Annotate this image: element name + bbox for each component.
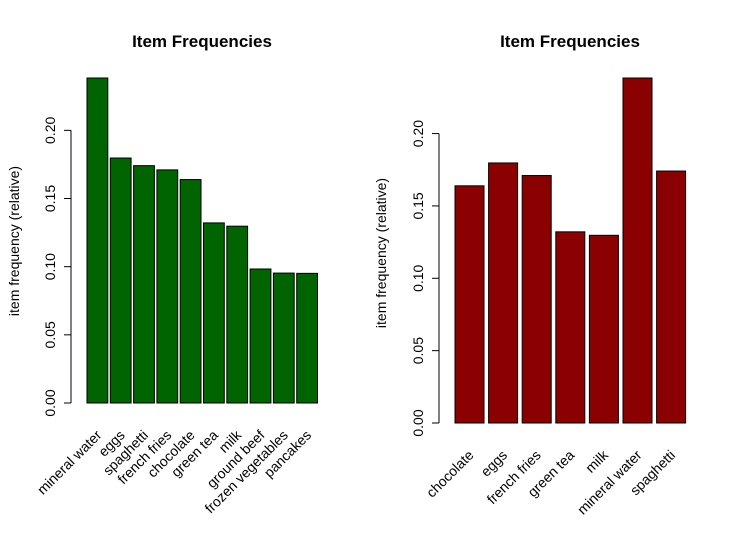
left-chart-y-tick-label: 0.05 — [42, 321, 58, 348]
left-chart-bar — [249, 268, 272, 404]
right-chart-y-tick-label: 0.15 — [410, 192, 426, 219]
left-chart-bar — [86, 77, 109, 404]
right-chart-bar — [588, 234, 619, 424]
right-chart-panel: Item Frequencies item frequency (relativ… — [373, 32, 687, 518]
left-chart-bar — [133, 165, 155, 404]
right-chart-bar — [488, 162, 519, 424]
left-chart-y-tick-label: 0.00 — [42, 389, 58, 416]
right-chart-bar — [622, 77, 653, 424]
left-chart-y-tick-label: 0.20 — [42, 117, 58, 144]
left-chart-bar — [226, 225, 249, 404]
left-chart-category-label: mineral water — [34, 427, 105, 498]
left-chart-bar — [203, 222, 225, 404]
left-chart-y-tick-label: 0.10 — [42, 253, 58, 280]
left-chart-bar — [109, 157, 132, 404]
right-chart-y-tick-label: 0.05 — [410, 337, 426, 364]
left-chart-y-axis-label: item frequency (relative) — [6, 166, 22, 316]
left-chart-panel: Item Frequencies item frequency (relativ… — [6, 32, 319, 516]
right-chart-y-tick-label: 0.10 — [410, 264, 426, 291]
left-chart-bar — [272, 272, 295, 404]
left-chart-title: Item Frequencies — [132, 32, 272, 51]
right-chart-y-axis-label: item frequency (relative) — [373, 178, 389, 328]
right-chart-y-tick-label: 0.20 — [410, 120, 426, 147]
right-chart-bar — [454, 185, 485, 424]
right-chart-bar — [656, 170, 687, 424]
left-chart-y-tick-label: 0.15 — [42, 185, 58, 212]
right-chart-title: Item Frequencies — [500, 32, 640, 51]
right-chart-y-tick-label: 0.00 — [410, 409, 426, 436]
right-chart-category-label: milk — [582, 446, 612, 476]
right-chart-bar — [521, 175, 552, 424]
left-chart-bar — [179, 179, 202, 404]
left-chart-bar — [296, 272, 319, 404]
right-chart-category-label: chocolate — [423, 447, 477, 501]
left-chart-bar — [156, 169, 179, 404]
right-chart-bar — [555, 231, 586, 424]
